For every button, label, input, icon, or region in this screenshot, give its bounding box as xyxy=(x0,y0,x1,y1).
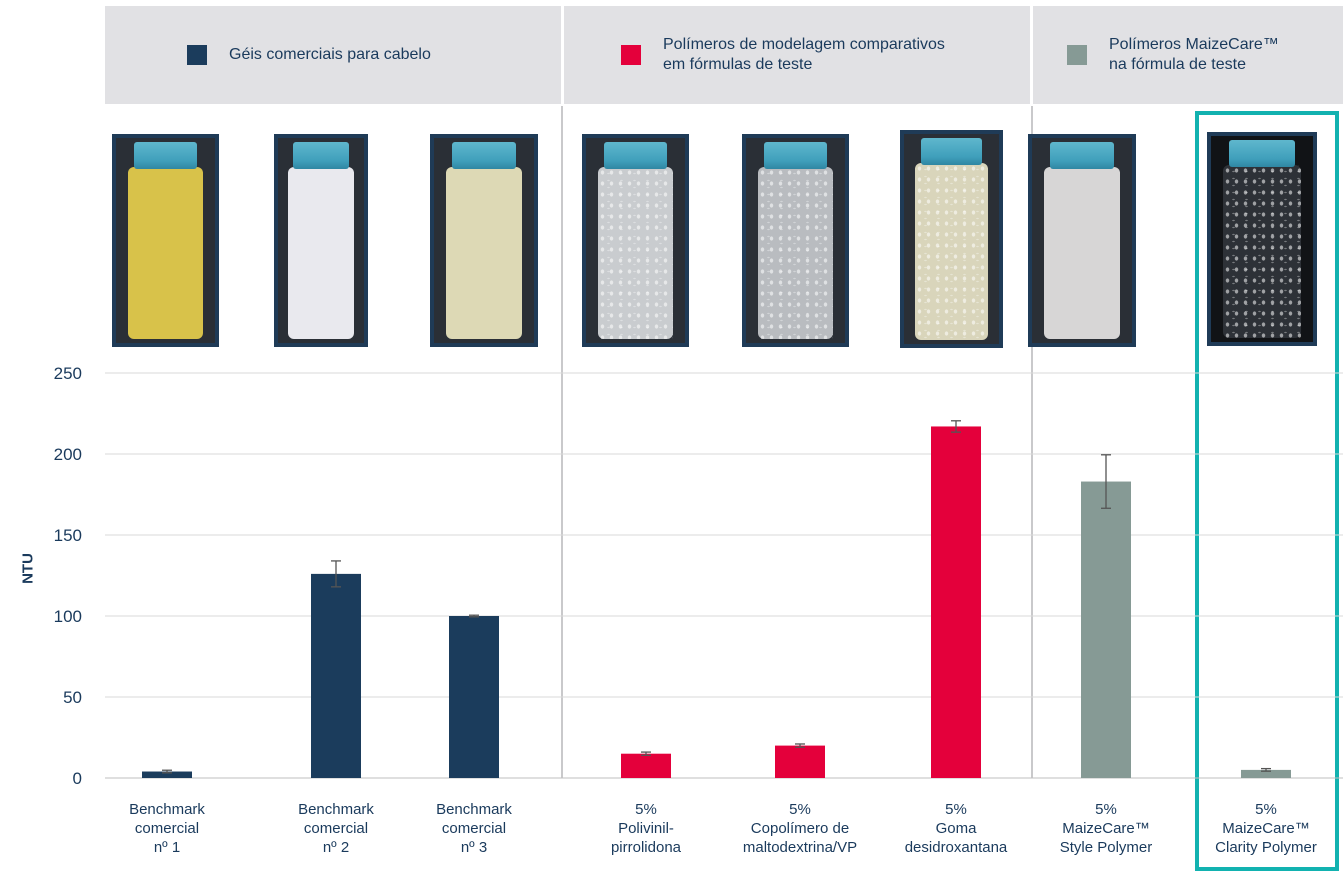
bar-8 xyxy=(1241,769,1291,778)
x-tick-label: 5% MaizeCare™ Style Polymer xyxy=(1059,801,1153,856)
legend-label-comparative: Polímeros de modelagem comparativos em f… xyxy=(663,36,945,73)
error-bar-3 xyxy=(469,614,479,618)
group-separator-1 xyxy=(561,106,563,778)
jar-benchmark-3-icon xyxy=(430,134,538,347)
error-bar-7 xyxy=(1101,454,1111,509)
jar-benchmark-2-icon xyxy=(274,134,368,347)
error-bar-1 xyxy=(162,769,172,774)
x-tick-label: Benchmark comercial nº 2 xyxy=(298,801,374,856)
y-tick-label: 250 xyxy=(54,364,82,383)
error-bar-5 xyxy=(795,743,805,748)
jar-benchmark-1-icon xyxy=(112,134,219,347)
legend-swatch-maizecare xyxy=(1067,45,1087,65)
jar-polivinilpirrolidona-icon xyxy=(582,134,689,347)
x-tick-label: Benchmark comercial nº 1 xyxy=(129,801,205,856)
legend-maizecare: Polímeros MaizeCare™ na fórmula de teste xyxy=(1033,6,1343,104)
error-bar-4 xyxy=(641,751,651,756)
x-tick-label: 5% Polivinil- pirrolidona xyxy=(610,801,682,856)
x-tick-label: 5% Copolímero de maltodextrina/VP xyxy=(742,801,858,856)
x-tick-label: 5% Goma desidroxantana xyxy=(904,801,1008,856)
bar-3 xyxy=(449,616,499,778)
legend-commercial: Géis comerciais para cabelo xyxy=(105,6,561,104)
bar-4 xyxy=(621,753,671,778)
bar-2 xyxy=(311,573,361,778)
x-tick-label: Benchmark comercial nº 3 xyxy=(436,801,512,856)
legend-swatch-comparative xyxy=(621,45,641,65)
legend-comparative: Polímeros de modelagem comparativos em f… xyxy=(564,6,1030,104)
jar-copolimero-icon xyxy=(742,134,849,347)
clarity-highlight-frame xyxy=(1195,111,1339,871)
bar-5 xyxy=(775,745,825,778)
error-bar-8 xyxy=(1261,767,1271,772)
error-bar-2 xyxy=(331,560,341,588)
legend-label-commercial: Géis comerciais para cabelo xyxy=(229,46,431,63)
y-tick-label: 100 xyxy=(54,607,82,626)
error-bar-6 xyxy=(951,420,961,433)
x-tick-label: 5% MaizeCare™ Clarity Polymer xyxy=(1215,801,1317,856)
y-tick-label: 0 xyxy=(73,769,82,788)
bar-7 xyxy=(1081,481,1131,778)
legend-label-maizecare: Polímeros MaizeCare™ na fórmula de teste xyxy=(1109,36,1279,73)
y-tick-label: 200 xyxy=(54,445,82,464)
y-tick-label: 50 xyxy=(63,688,82,707)
group-separator-2 xyxy=(1031,106,1033,778)
jar-goma-icon xyxy=(900,130,1003,348)
bar-6 xyxy=(931,426,981,778)
y-tick-label: 150 xyxy=(54,526,82,545)
jar-maizecare-style-icon xyxy=(1028,134,1136,347)
jar-maizecare-clarity-icon xyxy=(1207,132,1317,346)
legend-swatch-commercial xyxy=(187,45,207,65)
bar-1 xyxy=(142,771,192,778)
